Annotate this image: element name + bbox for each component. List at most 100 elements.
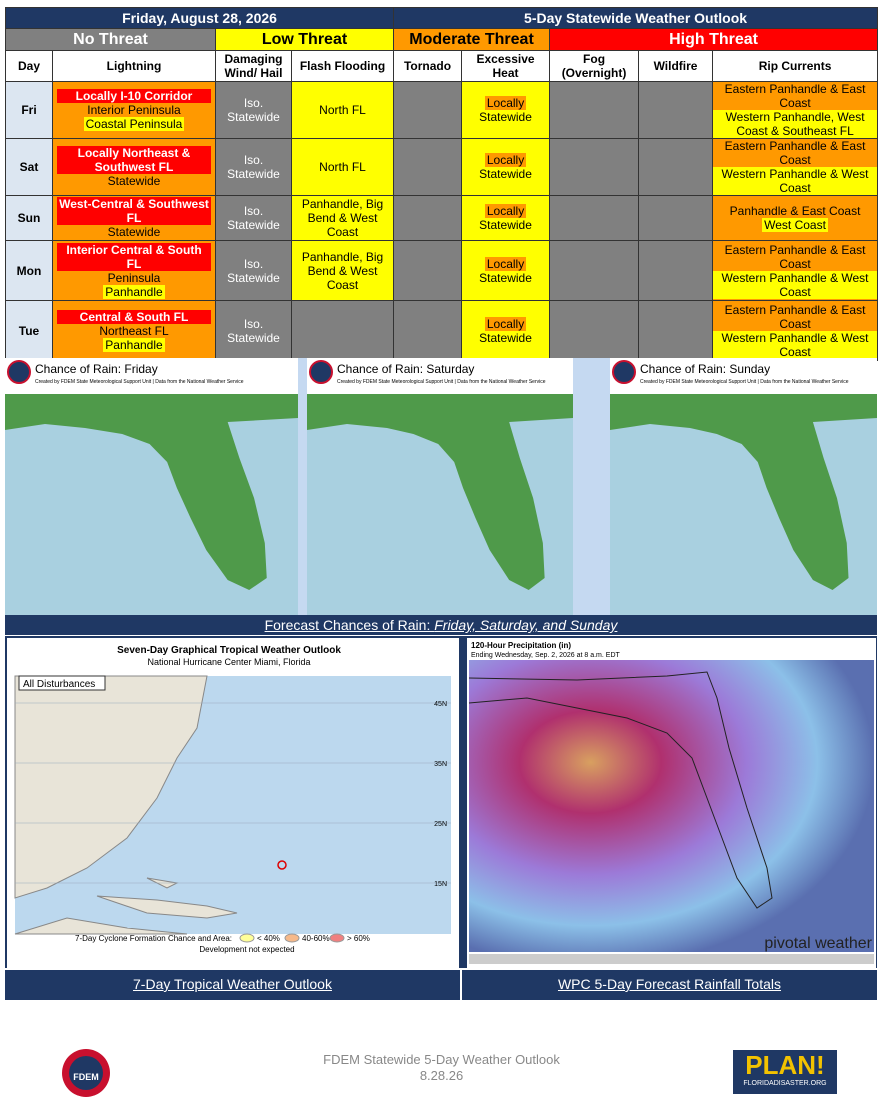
cell-line: Western Panhandle & West Coast	[713, 270, 878, 299]
title: 5-Day Statewide Weather Outlook	[393, 7, 879, 29]
threat-cell	[393, 300, 463, 361]
tropical-outlook: Seven-Day Graphical Tropical Weather Out…	[7, 638, 459, 968]
cell-line: Iso. Statewide	[216, 153, 291, 181]
chance-swatch	[284, 933, 300, 943]
cell-text: Statewide	[107, 225, 161, 239]
precip-subtitle: Ending Wednesday, Sep. 2, 2026 at 8 a.m.…	[471, 652, 620, 659]
threat-cell: Panhandle, Big Bend & West Coast	[290, 195, 395, 241]
threat-cell	[549, 240, 640, 301]
cell-line: Eastern Panhandle & East Coast	[713, 243, 877, 271]
cell-text: Statewide	[479, 167, 532, 181]
cell-text: Western Panhandle & West Coast	[713, 330, 878, 359]
cell-text: Western Panhandle & West Coast	[713, 270, 878, 299]
day-row: Sun West-Central & Southwest FL Statewide I…	[5, 195, 879, 241]
cell-line: Iso. Statewide	[216, 96, 291, 124]
florida	[5, 394, 298, 590]
cell-text: Statewide	[107, 174, 161, 188]
day: Sat	[5, 138, 53, 196]
column-header: Rip Currents	[712, 50, 879, 82]
threat-cell	[393, 138, 463, 196]
column-header: Wildfire	[638, 50, 714, 82]
florida	[610, 394, 877, 590]
cell-line: Eastern Panhandle & East Coast	[713, 82, 877, 110]
chance-label: < 40%	[257, 934, 280, 943]
map-header	[307, 358, 573, 394]
cell-line: Iso. Statewide	[216, 257, 291, 285]
day-row: Sat Locally Northeast & Southwest FL State…	[5, 138, 879, 196]
tropical-note: Development not expected	[199, 945, 294, 954]
cell-text: Iso. Statewide	[227, 256, 280, 285]
cell-text: Eastern Panhandle & East Coast	[724, 82, 866, 110]
footer-line1: FDEM Statewide 5-Day Weather Outlook	[323, 1052, 560, 1067]
threat-cell: Iso. Statewide	[215, 138, 292, 196]
chance-swatch	[239, 933, 255, 943]
threat-cell: North FL	[290, 81, 395, 139]
day: Mon	[5, 240, 53, 301]
threat-cell	[393, 195, 463, 241]
cell-line: Panhandle, Big Bend & West Coast	[292, 250, 393, 292]
cell-text: Interior Peninsula	[87, 103, 181, 117]
lat-label: 25N	[434, 821, 447, 828]
legend-item: High Threat	[549, 28, 879, 51]
threat-cell: Iso. Statewide	[215, 195, 292, 241]
cell-text: Statewide	[479, 110, 532, 124]
threat-cell	[549, 81, 640, 139]
cell-text: Statewide	[479, 270, 532, 285]
threat-cell	[638, 81, 714, 139]
threat-cell: Panhandle & East Coast West Coast	[712, 195, 879, 241]
day-row: Tue Central & South FL Northeast FL Panhand…	[5, 300, 879, 361]
cell-text: Northeast FL	[99, 323, 169, 338]
threat-cell	[549, 300, 640, 361]
cell-line: Statewide	[462, 331, 549, 345]
caption-days: Friday, Saturday, and Sunday	[434, 617, 618, 633]
threat-cell	[393, 240, 463, 301]
date: Friday, August 28, 2026	[4, 7, 395, 29]
cell-line: Statewide	[462, 110, 549, 124]
threat-cell	[638, 138, 714, 196]
map-header	[5, 358, 298, 394]
fdem-seal	[612, 360, 636, 384]
cell-text: Panhandle, Big Bend & West Coast	[301, 249, 384, 292]
threat-cell: Eastern Panhandle & East Coast Western Pa…	[712, 240, 879, 301]
cell-line: Locally I-10 Corridor	[53, 89, 215, 103]
cell-line: Eastern Panhandle & East Coast	[713, 303, 877, 331]
cell-text: Interior Central & South FL	[57, 242, 211, 271]
cell-text: North FL	[319, 160, 366, 174]
cell-line: Panhandle & East Coast	[713, 204, 877, 218]
cell-line: Interior Central & South FL	[53, 242, 215, 271]
threat-cell: Eastern Panhandle & East Coast Western Pa…	[712, 138, 879, 196]
threat-cell: Iso. Statewide	[215, 300, 292, 361]
cell-line: Western Panhandle & West Coast	[713, 167, 878, 195]
footer-line2: 8.28.26	[419, 1068, 464, 1083]
cell-text: Statewide	[479, 330, 532, 345]
threat-cell: Locally Statewide	[461, 81, 551, 139]
legend-row: No Threat Low Threat Moderate Threat High T…	[5, 28, 879, 51]
rain-map: Chance of Rain: Saturday Created by FDEM …	[307, 358, 573, 615]
cell-line: Iso. Statewide	[216, 204, 291, 232]
column-header: Lightning	[52, 50, 216, 82]
chance-label: 40-60%	[302, 934, 330, 943]
cell-text: Locally	[484, 96, 527, 110]
cell-text: Locally	[484, 256, 527, 271]
fdem-seal	[7, 360, 31, 384]
cell-line: Locally	[462, 204, 549, 218]
threat-cell: Locally I-10 Corridor Interior Peninsula C…	[52, 81, 216, 139]
cell-text: Iso. Statewide	[227, 316, 280, 345]
cell-line: Statewide	[53, 225, 215, 239]
precip-brand: pivotal weather	[764, 935, 872, 952]
footer-text: FDEM Statewide 5-Day Weather Outlook 8.2…	[250, 1052, 633, 1084]
threat-cell	[290, 300, 395, 361]
cell-line: Locally	[462, 316, 549, 331]
cell-line: Western Panhandle & West Coast	[713, 330, 878, 359]
rain-caption: Forecast Chances of Rain: Friday, Saturd…	[5, 615, 877, 635]
florida	[307, 394, 573, 590]
cell-line: North FL	[292, 160, 393, 174]
lat-label: 35N	[434, 761, 447, 768]
cell-line: Peninsula	[53, 271, 215, 285]
cell-text: Iso. Statewide	[227, 96, 280, 124]
rain-map: Chance of Rain: Sunday Created by FDEM St…	[610, 358, 877, 615]
threat-cell	[638, 240, 714, 301]
column-header: Damaging Wind/ Hail	[215, 50, 292, 82]
threat-cell	[638, 195, 714, 241]
cell-line: Locally	[462, 153, 549, 167]
